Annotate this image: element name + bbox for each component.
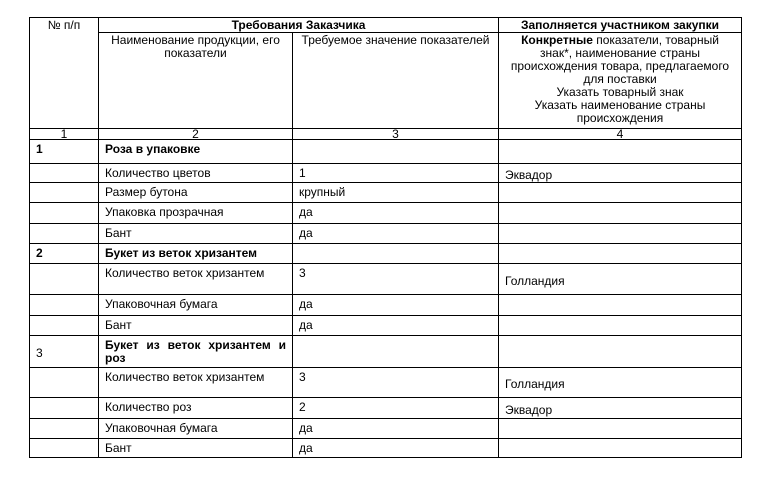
group-row: 3 Букет из веток хризантем и роз <box>29 335 742 368</box>
group-value-cell <box>292 335 499 368</box>
required-value: 1 <box>292 163 499 183</box>
required-value: да <box>292 315 499 336</box>
product-param: Упаковка прозрачная <box>98 202 293 224</box>
num-cell <box>29 397 99 419</box>
table-row: Количество роз 2 Эквадор <box>29 397 742 419</box>
group-title: Букет из веток хризантем <box>98 243 293 264</box>
header-required-value: Требуемое значение показателей <box>292 32 499 129</box>
group-row: 2 Букет из веток хризантем <box>29 243 742 264</box>
country-value <box>498 294 742 316</box>
header-participant-fill: Заполняется участником закупки <box>498 17 742 33</box>
country-value <box>498 223 742 244</box>
required-value: да <box>292 438 499 458</box>
num-cell <box>29 438 99 458</box>
num-cell <box>29 367 99 398</box>
col-number: 3 <box>292 128 499 140</box>
specific-rest: показатели, товарный знак*, наименование… <box>510 33 730 86</box>
required-value: крупный <box>292 182 499 203</box>
required-value: 2 <box>292 397 499 419</box>
num-cell <box>29 163 99 183</box>
country-value <box>498 418 742 439</box>
num-cell <box>29 223 99 244</box>
table-row: Размер бутона крупный <box>29 182 742 203</box>
header-participant-details: Конкретные показатели, товарный знак*, н… <box>498 32 742 129</box>
required-value: 3 <box>292 367 499 398</box>
product-param: Упаковочная бумага <box>98 294 293 316</box>
table-row: Бант да <box>29 438 742 458</box>
num-cell <box>29 418 99 439</box>
header-product-name: Наименование продукции, его показатели <box>98 32 293 129</box>
required-value: да <box>292 418 499 439</box>
requirements-table: № п/п Требования Заказчика Заполняется у… <box>29 17 742 458</box>
num-cell <box>29 182 99 203</box>
group-title: Роза в упаковке <box>98 139 293 164</box>
group-country-cell <box>498 335 742 368</box>
num-cell <box>29 202 99 224</box>
product-param: Количество цветов <box>98 163 293 183</box>
country-value <box>498 438 742 458</box>
country-value: Голландия <box>498 367 742 398</box>
product-param: Размер бутона <box>98 182 293 203</box>
required-value: да <box>292 294 499 316</box>
specify-trademark: Указать товарный знак <box>556 85 684 99</box>
required-value: да <box>292 223 499 244</box>
product-param: Бант <box>98 223 293 244</box>
country-value <box>498 182 742 203</box>
product-param: Бант <box>98 315 293 336</box>
country-value <box>498 202 742 224</box>
table-row: Упаковочная бумага да <box>29 418 742 439</box>
table-row: Количество цветов 1 Эквадор <box>29 163 742 183</box>
specify-country: Указать наименование страны происхождени… <box>534 98 706 125</box>
required-value: 3 <box>292 263 499 295</box>
num-cell <box>29 294 99 316</box>
product-param: Количество веток хризантем <box>98 367 293 398</box>
col-number: 2 <box>98 128 293 140</box>
group-country-cell <box>498 139 742 164</box>
col-number: 4 <box>498 128 742 140</box>
product-param: Количество веток хризантем <box>98 263 293 295</box>
product-param: Бант <box>98 438 293 458</box>
table-row: Количество веток хризантем 3 Голландия <box>29 263 742 295</box>
table-row: Бант да <box>29 223 742 244</box>
product-param: Упаковочная бумага <box>98 418 293 439</box>
table-row: Бант да <box>29 315 742 336</box>
group-number: 1 <box>29 139 99 164</box>
header-customer-requirements: Требования Заказчика <box>98 17 499 33</box>
group-row: 1 Роза в упаковке <box>29 139 742 164</box>
group-value-cell <box>292 243 499 264</box>
header-num: № п/п <box>29 17 99 129</box>
product-param: Количество роз <box>98 397 293 419</box>
col-number: 1 <box>29 128 99 140</box>
table-row: Количество веток хризантем 3 Голландия <box>29 367 742 398</box>
group-value-cell <box>292 139 499 164</box>
country-value: Голландия <box>498 263 742 295</box>
num-cell <box>29 315 99 336</box>
group-number: 3 <box>29 335 99 368</box>
table-row: Упаковочная бумага да <box>29 294 742 316</box>
table-row: Упаковка прозрачная да <box>29 202 742 224</box>
specific-bold: Конкретные <box>521 33 593 47</box>
country-value <box>498 315 742 336</box>
country-value: Эквадор <box>498 397 742 419</box>
country-value: Эквадор <box>498 163 742 183</box>
num-cell <box>29 263 99 295</box>
group-country-cell <box>498 243 742 264</box>
group-number: 2 <box>29 243 99 264</box>
group-title: Букет из веток хризантем и роз <box>98 335 293 368</box>
required-value: да <box>292 202 499 224</box>
